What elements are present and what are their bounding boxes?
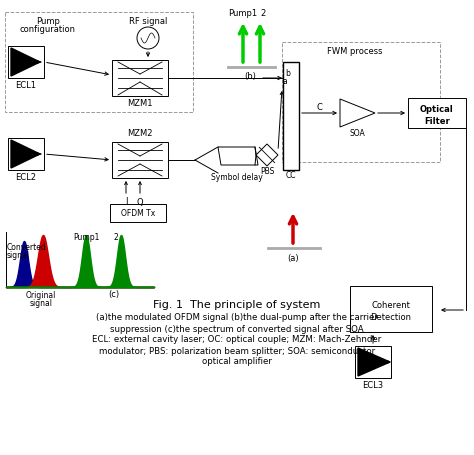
Bar: [8, 138, 44, 170]
Text: Coherent: Coherent: [372, 300, 410, 309]
Polygon shape: [11, 140, 40, 168]
Polygon shape: [358, 348, 390, 376]
Text: ECL2: ECL2: [16, 172, 36, 182]
Text: Symbol delay: Symbol delay: [211, 172, 263, 182]
Text: 2: 2: [260, 9, 265, 17]
Text: PBS: PBS: [260, 167, 274, 177]
Text: Pump: Pump: [36, 16, 60, 25]
Bar: [408, 98, 466, 128]
Text: suppression (c)the spectrum of converted signal after SOA: suppression (c)the spectrum of converted…: [110, 324, 364, 334]
Text: signal: signal: [29, 299, 53, 308]
Text: MZM1: MZM1: [127, 98, 153, 107]
Text: SOA: SOA: [349, 130, 365, 138]
Bar: [110, 204, 166, 222]
Text: Pump1: Pump1: [73, 233, 99, 242]
Text: 2: 2: [114, 233, 118, 242]
Text: Original: Original: [26, 290, 56, 299]
Text: Pump1: Pump1: [228, 9, 257, 17]
Polygon shape: [340, 99, 375, 127]
Bar: [355, 346, 391, 378]
Text: Q: Q: [137, 197, 143, 207]
Polygon shape: [256, 144, 278, 166]
Bar: [5, 12, 193, 112]
Text: signal: signal: [7, 252, 30, 261]
Text: CC: CC: [286, 171, 296, 180]
Text: Filter: Filter: [424, 116, 450, 126]
Bar: [350, 286, 432, 332]
Text: MZM2: MZM2: [127, 130, 153, 138]
Text: (a): (a): [287, 253, 299, 263]
Text: (b): (b): [244, 71, 256, 81]
Bar: [282, 42, 440, 162]
Text: Detection: Detection: [371, 313, 411, 322]
Text: (c): (c): [109, 290, 119, 299]
Text: Optical: Optical: [420, 106, 454, 115]
Text: Converted: Converted: [7, 243, 47, 252]
Text: ECL1: ECL1: [16, 81, 36, 90]
Text: FWM process: FWM process: [327, 46, 383, 56]
Text: optical amplifier: optical amplifier: [202, 358, 272, 366]
Bar: [283, 62, 299, 170]
Text: RF signal: RF signal: [129, 16, 167, 25]
Polygon shape: [218, 147, 258, 165]
Text: (a)the modulated OFDM signal (b)the dual-pump after the carrier: (a)the modulated OFDM signal (b)the dual…: [96, 313, 378, 323]
Text: b: b: [285, 69, 291, 77]
Text: a: a: [283, 77, 287, 86]
Text: configuration: configuration: [20, 25, 76, 35]
Text: modulator; PBS: polarization beam splitter; SOA: semiconductor: modulator; PBS: polarization beam splitt…: [99, 347, 375, 355]
Text: OFDM Tx: OFDM Tx: [121, 209, 155, 218]
Text: ECL3: ECL3: [363, 380, 383, 389]
Polygon shape: [11, 48, 40, 76]
Text: Fig. 1  The principle of system: Fig. 1 The principle of system: [153, 300, 321, 310]
Bar: [8, 46, 44, 78]
Bar: [112, 142, 168, 178]
Text: I: I: [125, 197, 127, 207]
Bar: [112, 60, 168, 96]
Text: ECL: external cavity laser; OC: optical couple; MZM: Mach-Zehnder: ECL: external cavity laser; OC: optical …: [92, 335, 382, 344]
Text: C: C: [316, 103, 322, 112]
